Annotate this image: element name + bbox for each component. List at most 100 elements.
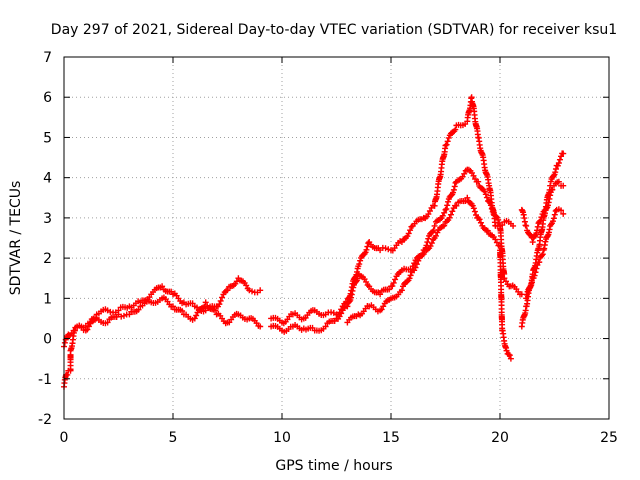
- data-point: [408, 223, 415, 230]
- y-tick-label: 1: [43, 291, 52, 307]
- data-point: [363, 278, 370, 285]
- data-point: [377, 291, 384, 298]
- x-tick-label: 15: [382, 430, 400, 446]
- data-point: [193, 312, 200, 319]
- data-point: [432, 232, 439, 239]
- data-point: [413, 261, 420, 268]
- data-point: [484, 227, 491, 234]
- data-point: [443, 141, 450, 148]
- x-tick-label: 0: [60, 430, 69, 446]
- data-point: [555, 178, 562, 185]
- data-point: [84, 326, 91, 333]
- data-point: [338, 310, 345, 317]
- data-point: [547, 192, 554, 199]
- data-point: [464, 194, 471, 201]
- data-point: [386, 286, 393, 293]
- data-point: [219, 294, 226, 301]
- data-point: [411, 260, 418, 267]
- axis-ticks: 0 5 10 15 20 25 -2 -1 0 1 2 3 4 5 6 7: [38, 50, 618, 446]
- data-point: [531, 272, 538, 279]
- data-point: [159, 283, 166, 290]
- data-points: [61, 94, 567, 390]
- data-point: [560, 210, 567, 217]
- data-point: [470, 205, 477, 212]
- data-point: [426, 207, 433, 214]
- data-point: [538, 252, 545, 259]
- y-tick-label: 3: [43, 211, 52, 227]
- data-point: [441, 222, 448, 229]
- data-point: [451, 183, 458, 190]
- data-point: [356, 261, 363, 268]
- data-point: [404, 278, 411, 285]
- data-point: [529, 239, 536, 246]
- data-point: [450, 186, 457, 193]
- data-point: [533, 265, 540, 272]
- data-point: [425, 235, 432, 242]
- data-point: [543, 205, 550, 212]
- x-tick-label: 25: [600, 430, 618, 446]
- data-point: [523, 291, 530, 298]
- data-point: [552, 208, 559, 215]
- data-point: [70, 327, 77, 334]
- y-tick-label: 5: [43, 130, 52, 146]
- data-point: [471, 208, 478, 215]
- data-point: [217, 297, 224, 304]
- data-point: [170, 303, 176, 310]
- data-point: [476, 216, 483, 223]
- data-point: [488, 205, 495, 212]
- data-point: [536, 218, 543, 225]
- data-point: [249, 288, 256, 295]
- data-point: [548, 221, 555, 228]
- data-point: [412, 264, 419, 271]
- data-point: [534, 227, 541, 234]
- data-point: [246, 287, 253, 294]
- data-point: [487, 199, 494, 206]
- data-point: [555, 160, 562, 167]
- data-point: [487, 202, 494, 209]
- data-point: [444, 202, 451, 209]
- data-point: [506, 352, 513, 359]
- y-tick-label: 4: [43, 171, 52, 187]
- y-tick-label: 6: [43, 90, 52, 106]
- data-point: [442, 206, 449, 213]
- data-point: [445, 198, 452, 205]
- data-point: [64, 371, 71, 378]
- chart-title: Day 297 of 2021, Sidereal Day-to-day VTE…: [51, 22, 617, 38]
- data-point: [407, 227, 414, 234]
- data-point: [545, 199, 552, 206]
- x-axis-label: GPS time / hours: [275, 458, 392, 474]
- data-point: [378, 306, 385, 313]
- y-axis-label: SDTVAR / TECUs: [8, 181, 24, 296]
- data-point: [439, 212, 446, 219]
- data-point: [552, 166, 559, 172]
- data-point: [510, 222, 517, 229]
- data-point: [428, 240, 435, 247]
- data-point: [538, 214, 545, 221]
- data-point: [382, 245, 389, 252]
- data-point: [364, 243, 371, 250]
- x-tick-label: 5: [169, 430, 178, 446]
- data-point: [348, 294, 355, 301]
- data-point: [507, 355, 514, 362]
- data-point: [518, 291, 525, 298]
- data-point: [424, 239, 431, 246]
- data-point: [406, 275, 413, 282]
- data-point: [405, 230, 412, 237]
- data-point: [470, 172, 477, 179]
- data-point: [475, 178, 482, 185]
- data-point: [523, 222, 530, 229]
- x-tick-label: 10: [273, 430, 291, 446]
- data-point: [257, 323, 264, 330]
- grid-lines: [64, 57, 609, 419]
- data-point: [554, 162, 561, 169]
- data-point: [549, 186, 556, 193]
- data-point: [257, 287, 264, 294]
- y-tick-label: 7: [43, 50, 52, 66]
- plot-frame: [63, 56, 610, 420]
- data-point: [363, 246, 370, 253]
- data-point: [431, 222, 438, 229]
- data-point: [539, 251, 546, 258]
- data-point: [216, 301, 223, 308]
- data-point: [118, 313, 125, 320]
- data-point: [453, 202, 460, 209]
